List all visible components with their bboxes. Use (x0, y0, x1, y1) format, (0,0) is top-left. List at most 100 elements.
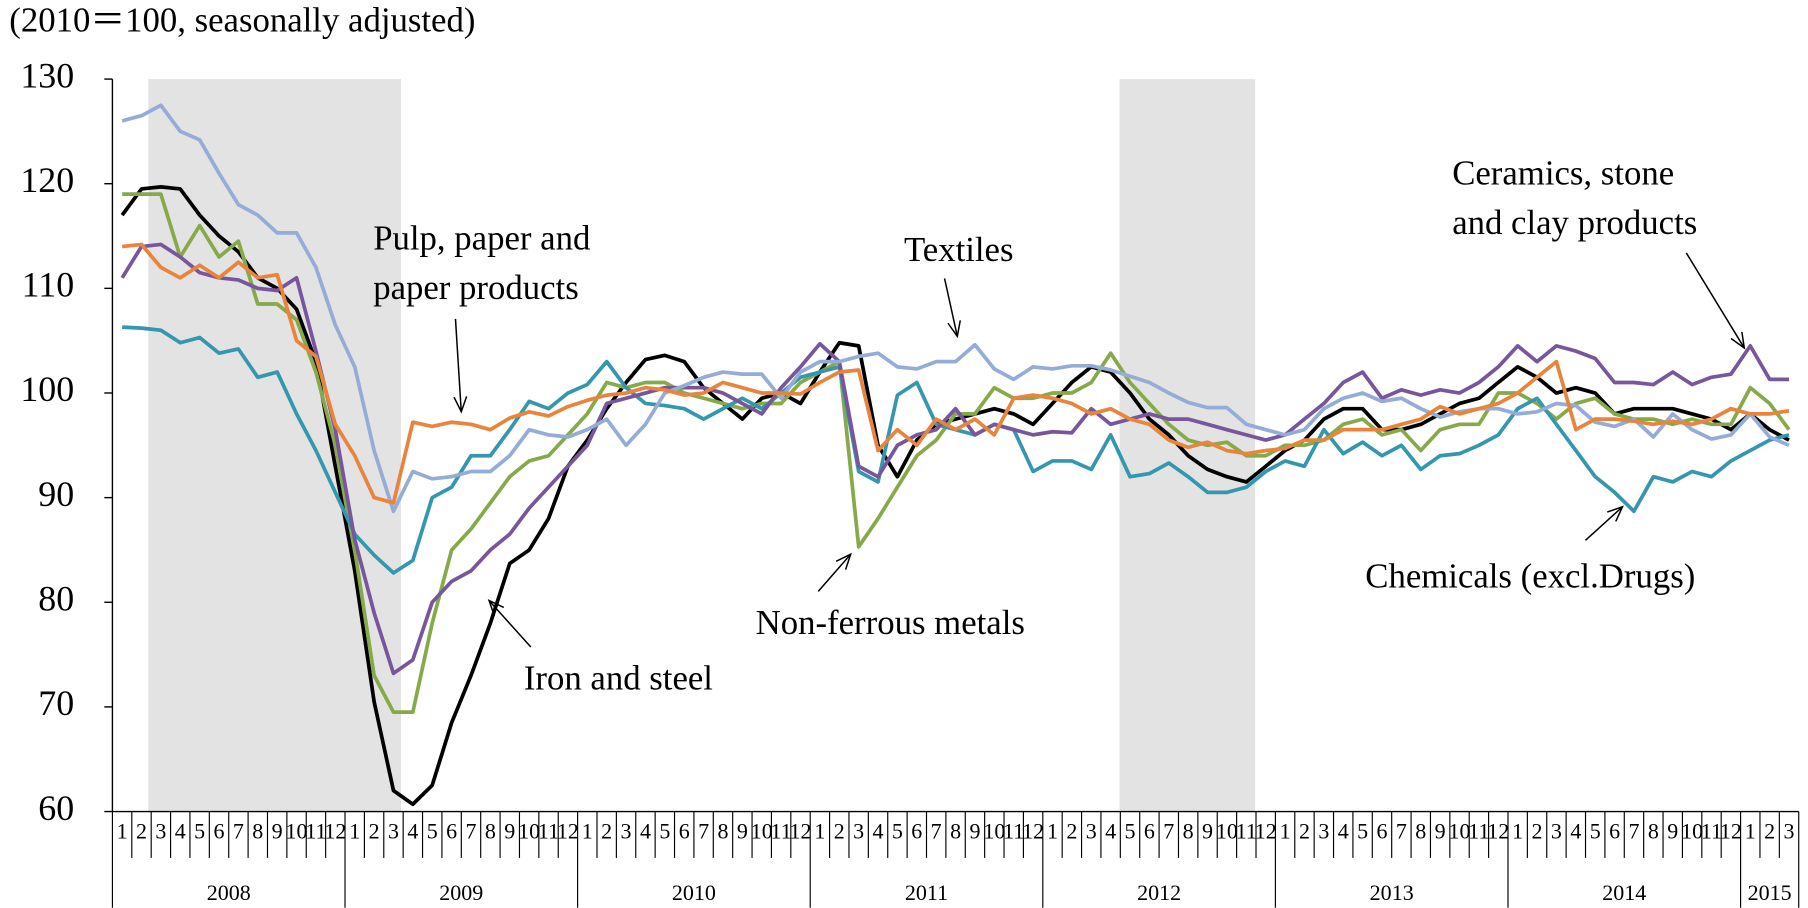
y-tick-label: 70 (38, 683, 74, 723)
x-tick-label: 1 (814, 819, 825, 844)
x-tick-label: 9 (504, 819, 515, 844)
x-tick-label: 9 (969, 819, 980, 844)
x-tick-label: 12 (1487, 819, 1509, 844)
x-tick-label: 4 (407, 819, 418, 844)
x-tick-label: 9 (737, 819, 748, 844)
x-tick-label: 3 (1318, 819, 1329, 844)
arrow-shaft (488, 600, 532, 648)
x-tick-label: 1 (1047, 819, 1058, 844)
x-tick-label: 11 (771, 819, 792, 844)
series-line (120, 185, 1790, 807)
x-tick-label: 11 (305, 819, 326, 844)
x-tick-label: 8 (252, 819, 263, 844)
x-tick-label: 5 (1590, 819, 1601, 844)
x-tick-label: 8 (1183, 819, 1194, 844)
y-tick-label: 110 (22, 265, 75, 305)
x-tick-label: 10 (286, 819, 308, 844)
shaded-period (148, 79, 402, 812)
arrow-shaft (817, 553, 852, 592)
arrow-head (487, 599, 505, 617)
x-tick-label: 12 (324, 819, 346, 844)
subtitle: (2010＝100, seasonally adjusted) (9, 0, 475, 39)
x-tick-label: 7 (465, 819, 476, 844)
x-tick-label: 6 (214, 819, 225, 844)
arrow-head (1606, 505, 1624, 522)
x-tick-label: 2 (1299, 819, 1310, 844)
arrow-head (1730, 331, 1746, 350)
x-tick-label: 11 (1003, 819, 1024, 844)
x-tick-label: 6 (1609, 819, 1620, 844)
x-tick-label: 1 (582, 819, 593, 844)
x-tick-label: 6 (911, 819, 922, 844)
x-tick-label: 11 (1468, 819, 1489, 844)
x-tick-label: 3 (1551, 819, 1562, 844)
year-label: 2014 (1602, 880, 1646, 905)
x-tick-label: 7 (931, 819, 942, 844)
x-tick-label: 8 (950, 819, 961, 844)
y-tick-label: 80 (38, 579, 74, 619)
x-tick-label: 12 (1255, 819, 1277, 844)
series-label: Textiles (904, 230, 1014, 269)
x-tick-label: 6 (1376, 819, 1387, 844)
x-tick-label: 3 (388, 819, 399, 844)
x-tick-label: 10 (983, 819, 1005, 844)
arrow-shaft (1584, 506, 1624, 541)
x-tick-label: 4 (640, 819, 651, 844)
x-tick-label: 4 (873, 819, 884, 844)
year-label: 2011 (905, 880, 948, 905)
series-label: Non-ferrous metals (756, 603, 1025, 642)
y-tick-label: 90 (38, 474, 74, 514)
series-label: paper products (373, 268, 579, 307)
year-label: 2015 (1748, 880, 1792, 905)
arrow-shaft (1685, 252, 1745, 349)
x-tick-label: 3 (155, 819, 166, 844)
x-tick-label: 6 (679, 819, 690, 844)
x-tick-label: 1 (1745, 819, 1756, 844)
series-label: Pulp, paper and (373, 218, 590, 257)
series-label: Iron and steel (524, 659, 713, 698)
arrow-head (453, 396, 468, 414)
x-tick-label: 1 (1512, 819, 1523, 844)
year-label: 2009 (439, 880, 483, 905)
x-tick-label: 5 (194, 819, 205, 844)
series-line (120, 242, 1789, 676)
x-tick-label: 8 (1648, 819, 1659, 844)
x-tick-label: 2 (601, 819, 612, 844)
x-tick-label: 4 (1338, 819, 1349, 844)
x-tick-label: 10 (518, 819, 540, 844)
x-tick-label: 11 (538, 819, 559, 844)
x-tick-label: 9 (272, 819, 283, 844)
year-label: 2008 (207, 880, 251, 905)
year-label: 2010 (672, 880, 716, 905)
x-tick-label: 10 (1216, 819, 1238, 844)
series-line (122, 192, 1791, 714)
x-tick-label: 2 (1764, 819, 1775, 844)
x-tick-label: 2 (136, 819, 147, 844)
x-tick-label: 2 (369, 819, 380, 844)
series-line (121, 242, 1790, 505)
x-tick-label: 1 (349, 819, 360, 844)
x-tick-label: 10 (751, 819, 773, 844)
x-tick-label: 10 (1449, 819, 1471, 844)
y-tick-label: 130 (20, 55, 74, 95)
x-tick-label: 4 (1105, 819, 1116, 844)
y-tick-label: 120 (20, 160, 74, 200)
x-tick-label: 9 (1435, 819, 1446, 844)
x-tick-label: 8 (485, 819, 496, 844)
year-label: 2013 (1370, 880, 1414, 905)
x-tick-label: 5 (1125, 819, 1136, 844)
x-tick-label: 10 (1681, 819, 1703, 844)
x-tick-label: 1 (1280, 819, 1291, 844)
x-tick-label: 8 (1415, 819, 1426, 844)
arrow-head (835, 552, 852, 570)
x-tick-label: 4 (1570, 819, 1581, 844)
x-tick-label: 7 (1163, 819, 1174, 844)
x-tick-label: 12 (557, 819, 579, 844)
arrow-shaft (943, 278, 959, 337)
x-tick-label: 9 (1667, 819, 1678, 844)
x-tick-label: 5 (892, 819, 903, 844)
x-tick-label: 12 (1022, 819, 1044, 844)
x-tick-label: 5 (1357, 819, 1368, 844)
x-tick-label: 3 (1086, 819, 1097, 844)
